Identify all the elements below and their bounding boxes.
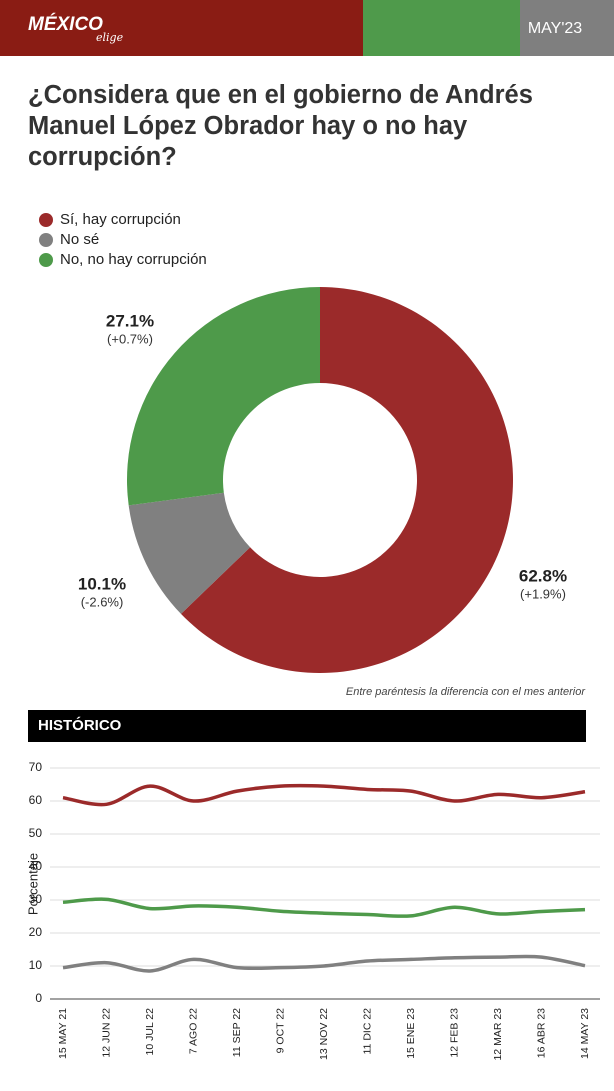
- legend-swatch: [39, 233, 53, 247]
- brand: MÉXICO: [28, 13, 103, 35]
- change-label: (+0.7%): [107, 331, 153, 346]
- y-tick-label: 40: [29, 859, 43, 873]
- change-label: (+1.9%): [520, 586, 566, 601]
- x-tick-label: 16 ABR 23: [535, 1008, 547, 1058]
- x-tick-label: 10 JUL 22: [144, 1008, 156, 1056]
- x-tick-label: 15 MAY 21: [57, 1008, 69, 1059]
- value-label: 27.1%: [106, 311, 154, 330]
- legend-label: No, no hay corrupción: [60, 251, 207, 268]
- y-tick-label: 0: [35, 991, 42, 1005]
- x-tick-label: 12 FEB 23: [448, 1008, 460, 1058]
- series-line: [62, 783, 586, 807]
- x-tick-label: 9 OCT 22: [274, 1008, 286, 1053]
- legend-label: No sé: [60, 231, 99, 248]
- x-tick-label: 12 MAR 23: [492, 1008, 504, 1061]
- x-tick-label: 15 ENE 23: [405, 1008, 417, 1059]
- header-band: [520, 0, 614, 56]
- y-tick-label: 30: [29, 892, 43, 906]
- legend-swatch: [39, 213, 53, 227]
- x-tick-label: 11 SEP 22: [231, 1008, 243, 1057]
- y-tick-label: 70: [29, 760, 43, 774]
- note: Entre paréntesis la diferencia con el me…: [346, 686, 586, 698]
- x-tick-label: 11 DIC 22: [361, 1008, 373, 1055]
- x-tick-label: 14 MAY 23: [579, 1008, 591, 1059]
- header-band: [0, 0, 363, 56]
- y-axis-label: Porcentaje: [25, 853, 40, 915]
- series-line: [62, 954, 586, 973]
- value-label: 62.8%: [519, 566, 567, 585]
- x-tick-label: 13 NOV 22: [318, 1008, 330, 1060]
- legend-swatch: [39, 253, 53, 267]
- y-tick-label: 20: [29, 925, 43, 939]
- donut-slice: [128, 492, 251, 614]
- y-tick-label: 50: [29, 826, 43, 840]
- header-band: [363, 0, 520, 56]
- value-label: 10.1%: [78, 574, 126, 593]
- section-bar: [28, 710, 586, 742]
- donut-slice: [180, 287, 514, 673]
- x-tick-label: 12 JUN 22: [100, 1008, 112, 1058]
- y-tick-label: 60: [29, 793, 43, 807]
- x-tick-label: 7 AGO 22: [187, 1008, 199, 1054]
- brand-sub: elige: [96, 31, 124, 44]
- section-title: HISTÓRICO: [38, 716, 122, 734]
- y-tick-label: 10: [29, 958, 43, 972]
- change-label: (-2.6%): [81, 594, 124, 609]
- date: MAY'23: [528, 20, 582, 37]
- legend-label: Sí, hay corrupción: [60, 211, 181, 228]
- question-title: ¿Considera que en el gobierno de Andrés …: [28, 81, 533, 171]
- donut-slice: [127, 287, 321, 506]
- series-line: [62, 897, 586, 918]
